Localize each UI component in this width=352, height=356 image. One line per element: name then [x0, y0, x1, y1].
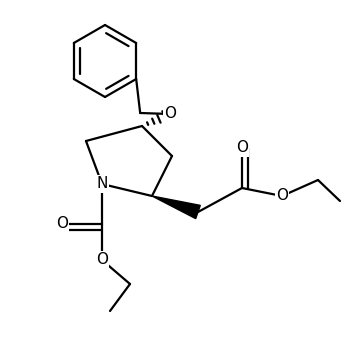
Polygon shape	[152, 196, 200, 219]
Text: N: N	[96, 177, 108, 192]
Text: O: O	[276, 188, 288, 204]
Text: O: O	[236, 141, 248, 156]
Text: O: O	[56, 216, 68, 231]
Text: O: O	[164, 106, 176, 121]
Text: O: O	[96, 252, 108, 267]
